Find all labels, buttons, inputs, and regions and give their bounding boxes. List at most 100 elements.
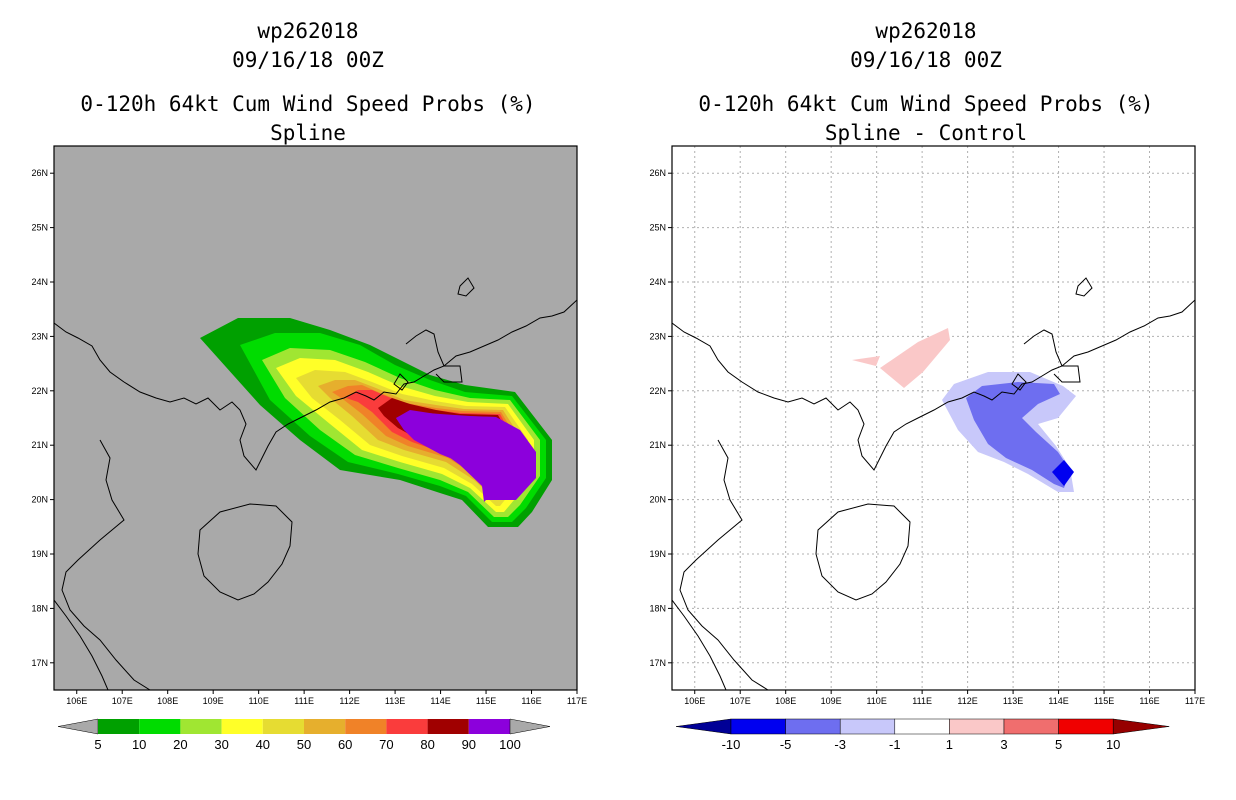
diff-negative-3to5 bbox=[966, 382, 1070, 488]
colorbar-label: 3 bbox=[1000, 737, 1007, 752]
lon-tick-label: 115E bbox=[1094, 696, 1114, 706]
lon-tick-label: 112E bbox=[957, 696, 977, 706]
coastline-5 bbox=[1075, 277, 1093, 297]
right-subtitle: Spline - Control bbox=[824, 121, 1028, 145]
diff-positive-1to3-tip bbox=[852, 356, 880, 366]
lat-tick-label: 17N bbox=[31, 658, 48, 668]
colorbar-label: 20 bbox=[173, 737, 187, 752]
colorbar-label: 5 bbox=[1055, 737, 1062, 752]
lon-tick-label: 114E bbox=[430, 696, 450, 706]
lon-tick-label: 116E bbox=[1139, 696, 1159, 706]
colorbar-swatch bbox=[98, 719, 140, 734]
lat-tick-label: 21N bbox=[649, 440, 666, 450]
colorbar-swatch bbox=[785, 718, 841, 735]
coastline-5 bbox=[457, 277, 475, 297]
right-datetime: 09/16/18 00Z bbox=[850, 48, 1002, 72]
colorbar-extend-low bbox=[675, 718, 732, 735]
lon-tick-label: 115E bbox=[476, 696, 496, 706]
lat-tick-label: 21N bbox=[31, 440, 48, 450]
colorbar-label: 90 bbox=[462, 737, 476, 752]
colorbar-label: 50 bbox=[297, 737, 311, 752]
colorbar-swatch bbox=[386, 719, 428, 734]
lat-tick-label: 24N bbox=[31, 277, 48, 287]
lon-tick-label: 107E bbox=[730, 696, 751, 706]
colorbar-label: 100 bbox=[499, 737, 521, 752]
colorbar-swatch bbox=[1058, 718, 1114, 735]
lon-tick-label: 106E bbox=[66, 696, 87, 706]
lat-tick-label: 23N bbox=[649, 331, 666, 341]
lat-tick-label: 24N bbox=[649, 277, 666, 287]
colorbar-swatch bbox=[262, 719, 304, 734]
lat-tick-label: 19N bbox=[649, 549, 666, 559]
lon-tick-label: 111E bbox=[912, 696, 932, 706]
colorbar-swatch bbox=[427, 719, 469, 734]
colorbar-swatch bbox=[468, 719, 510, 734]
colorbar-swatch bbox=[180, 719, 222, 734]
lat-tick-label: 20N bbox=[649, 495, 666, 505]
coastline-2 bbox=[54, 599, 109, 690]
coastline-3 bbox=[815, 503, 911, 601]
colorbar-label: -10 bbox=[722, 737, 741, 752]
lon-tick-label: 113E bbox=[1003, 696, 1023, 706]
lon-tick-label: 107E bbox=[112, 696, 133, 706]
colorbar-label: 30 bbox=[214, 737, 228, 752]
colorbar-label: 5 bbox=[94, 737, 101, 752]
lat-tick-label: 20N bbox=[31, 495, 48, 505]
diff-positive-1to3-main bbox=[880, 328, 950, 388]
colorbar-swatch bbox=[730, 718, 786, 735]
left-datetime: 09/16/18 00Z bbox=[232, 48, 384, 72]
colorbar-extend-high bbox=[509, 718, 551, 735]
lat-tick-label: 23N bbox=[31, 331, 48, 341]
colorbar-swatch bbox=[139, 719, 181, 734]
lon-tick-label: 109E bbox=[203, 696, 224, 706]
lat-tick-label: 22N bbox=[31, 386, 48, 396]
coastline-6 bbox=[1011, 373, 1027, 391]
lon-tick-label: 110E bbox=[248, 696, 268, 706]
coastline-0 bbox=[54, 299, 577, 471]
lon-tick-label: 111E bbox=[294, 696, 314, 706]
colorbar-label: 80 bbox=[420, 737, 434, 752]
lon-tick-label: 117E bbox=[1185, 696, 1205, 706]
right-difference-map: 106E 107E 108E 109E 110E 111E 112E 113E 114E 115E… bbox=[649, 145, 1205, 752]
colorbar-swatch bbox=[894, 718, 950, 735]
left-storm-id: wp262018 bbox=[257, 19, 359, 43]
coastline-4 bbox=[1023, 329, 1081, 383]
colorbar-label: 1 bbox=[946, 737, 953, 752]
colorbar-label: -3 bbox=[834, 737, 846, 752]
lon-tick-label: 117E bbox=[567, 696, 587, 706]
lat-tick-label: 25N bbox=[649, 223, 666, 233]
coastline-6 bbox=[393, 373, 409, 391]
colorbar-label: 10 bbox=[1106, 737, 1120, 752]
right-storm-id: wp262018 bbox=[875, 19, 977, 43]
lat-tick-label: 18N bbox=[649, 603, 666, 613]
lon-tick-label: 108E bbox=[775, 696, 796, 706]
colorbar-label: 70 bbox=[379, 737, 393, 752]
diff-negative-5to10 bbox=[1052, 460, 1074, 486]
lat-tick-label: 22N bbox=[649, 386, 666, 396]
coastline-4 bbox=[405, 329, 463, 383]
lon-tick-label: 116E bbox=[521, 696, 541, 706]
colorbar-label: 60 bbox=[338, 737, 352, 752]
lon-tick-label: 112E bbox=[339, 696, 359, 706]
colorbar-label: 40 bbox=[256, 737, 270, 752]
prob-band-100 bbox=[396, 412, 536, 500]
lon-tick-label: 109E bbox=[821, 696, 842, 706]
colorbar-extend-low bbox=[57, 718, 99, 735]
lat-tick-label: 26N bbox=[649, 168, 666, 178]
right-product-title: 0-120h 64kt Cum Wind Speed Probs (%) bbox=[698, 92, 1154, 116]
colorbar-swatch bbox=[839, 718, 896, 735]
lon-tick-label: 108E bbox=[157, 696, 178, 706]
colorbar-swatch bbox=[221, 719, 263, 734]
lat-tick-label: 17N bbox=[649, 658, 666, 668]
coastline-0 bbox=[672, 299, 1195, 471]
right-map-background bbox=[672, 146, 1195, 690]
colorbar-label: 10 bbox=[132, 737, 146, 752]
lat-tick-label: 19N bbox=[31, 549, 48, 559]
coastline-1 bbox=[61, 439, 151, 690]
colorbar-swatch bbox=[949, 718, 1005, 735]
coastline-1 bbox=[679, 439, 769, 690]
left-probability-map: 106E 107E 108E 109E 110E 111E 112E 113E 114E 115E… bbox=[31, 145, 587, 752]
left-subtitle: Spline bbox=[270, 121, 346, 145]
colorbar-swatch bbox=[1003, 718, 1059, 735]
lat-tick-label: 25N bbox=[31, 223, 48, 233]
